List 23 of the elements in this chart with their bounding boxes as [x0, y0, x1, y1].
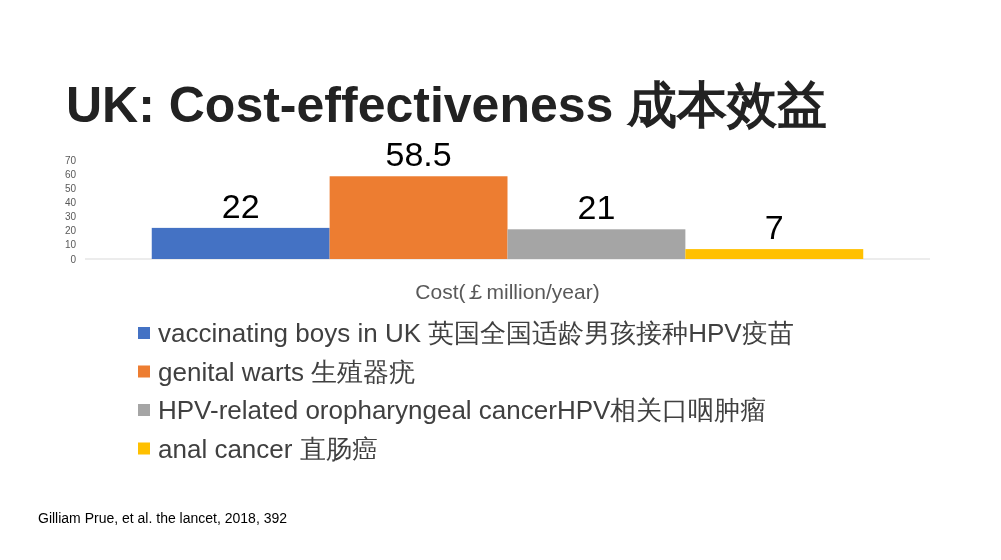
- bar: [329, 176, 508, 259]
- bar: [507, 229, 686, 259]
- data-label: 7: [764, 208, 784, 247]
- y-tick-label: 40: [64, 196, 77, 208]
- legend-label: HPV-related oropharyngeal cancerHPV相关口咽肿瘤: [158, 395, 767, 425]
- y-tick-label: 60: [64, 168, 77, 180]
- chart-title: UK: Cost-effectiveness 成本效益: [66, 77, 828, 133]
- data-label: 21: [577, 188, 616, 227]
- y-tick-label: 50: [64, 182, 77, 194]
- bar: [685, 249, 864, 259]
- bar: [151, 227, 330, 259]
- y-tick-label: 20: [64, 225, 77, 237]
- data-label: 58.5: [385, 135, 452, 174]
- data-label: 22: [221, 186, 260, 225]
- legend-label: anal cancer 直肠癌: [158, 433, 378, 464]
- y-tick-label: 0: [70, 253, 77, 265]
- text: Gilliam Prue, et al. the lancet, 2018, 392: [38, 510, 288, 526]
- y-tick-label: 70: [64, 154, 77, 166]
- y-tick-label: 30: [64, 211, 77, 223]
- y-tick-label: 10: [64, 239, 77, 251]
- legend-label: vaccinating boys in UK 英国全国适龄男孩接种HPV疫苗: [158, 318, 794, 348]
- x-axis-title: Cost(￡million/year): [415, 280, 600, 303]
- legend-label: genital warts 生殖器疣: [158, 356, 416, 387]
